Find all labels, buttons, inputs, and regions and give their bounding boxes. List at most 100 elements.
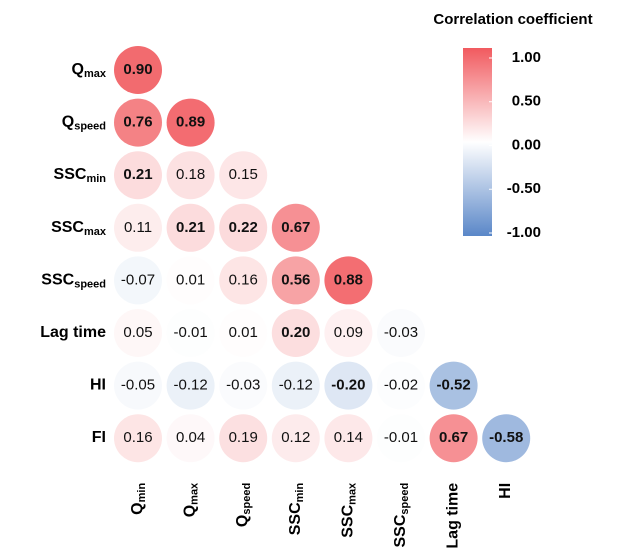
colorbar-tick-label: 0.00 xyxy=(512,136,541,153)
value-label: 0.01 xyxy=(176,271,205,288)
correlation-circle xyxy=(219,256,268,305)
correlation-circle xyxy=(166,414,215,463)
correlation-circle xyxy=(324,309,373,357)
correlation-circle xyxy=(271,309,320,357)
correlation-circle xyxy=(324,256,373,305)
correlation-circle xyxy=(114,361,162,410)
correlation-circle xyxy=(324,361,373,410)
correlation-circle xyxy=(271,361,320,410)
correlation-circle xyxy=(377,309,425,357)
colorbar-tick-label: -1.00 xyxy=(507,224,541,241)
value-label: 0.76 xyxy=(123,114,152,131)
colorbar-tick-label: -0.50 xyxy=(507,180,541,197)
value-label: 0.15 xyxy=(229,166,258,183)
correlation-circle xyxy=(166,361,215,410)
correlation-circle xyxy=(482,414,531,463)
correlation-circle xyxy=(377,361,425,410)
axis-label: SSCmax xyxy=(51,219,107,238)
value-label: 0.12 xyxy=(281,429,310,446)
value-label: 0.04 xyxy=(176,429,205,446)
label-sub: max xyxy=(189,482,201,505)
value-label: 0.56 xyxy=(281,271,310,288)
axis-label: Qmin xyxy=(129,483,148,515)
label-main: Q xyxy=(234,515,251,527)
axis-label: Qspeed xyxy=(62,114,106,133)
correlation-circle xyxy=(114,46,162,94)
value-label: 0.89 xyxy=(176,114,205,131)
label-main: Q xyxy=(72,61,84,78)
value-label: -0.20 xyxy=(331,377,365,394)
axis-label: Lag time xyxy=(445,483,462,549)
label-sub: max xyxy=(84,68,107,80)
axis-label: Lag time xyxy=(40,324,106,341)
label-sub: max xyxy=(346,482,358,505)
axis-label: HI xyxy=(90,377,106,394)
label-sub: speed xyxy=(74,121,106,133)
value-label: -0.07 xyxy=(121,271,155,288)
value-label: -0.05 xyxy=(121,377,155,394)
label-main: SSC xyxy=(340,504,357,537)
value-label: -0.03 xyxy=(384,324,418,341)
label-main: SSC xyxy=(41,272,74,289)
value-label: 0.21 xyxy=(123,166,152,183)
correlation-circle xyxy=(166,98,215,147)
correlation-circle xyxy=(219,203,268,252)
value-label: 0.88 xyxy=(334,271,363,288)
value-label: 0.90 xyxy=(123,61,152,78)
value-label: -0.52 xyxy=(436,377,470,394)
correlation-circle xyxy=(166,309,215,357)
correlation-circle xyxy=(429,361,478,410)
value-label: 0.67 xyxy=(281,219,310,236)
label-sub: min xyxy=(294,483,306,503)
label-sub: speed xyxy=(241,483,253,515)
colorbar-tick-label: 1.00 xyxy=(512,49,541,66)
correlation-circle xyxy=(429,414,478,463)
value-label: 0.22 xyxy=(229,219,258,236)
value-label: 0.14 xyxy=(334,429,363,446)
correlation-circle xyxy=(219,361,268,410)
value-label: 0.11 xyxy=(124,219,152,236)
axis-label: SSCmax xyxy=(340,482,359,538)
value-label: 0.21 xyxy=(176,219,205,236)
label-main: HI xyxy=(497,483,514,499)
label-sub: speed xyxy=(74,278,106,290)
correlation-circle xyxy=(166,151,215,200)
label-main: SSC xyxy=(392,514,409,547)
correlation-circle xyxy=(271,256,320,305)
value-label: 0.05 xyxy=(123,324,152,341)
label-main: Lag time xyxy=(445,483,462,549)
correlation-circle xyxy=(219,309,268,357)
label-main: SSC xyxy=(54,166,87,183)
correlation-circle xyxy=(377,414,425,463)
label-sub: speed xyxy=(399,483,411,515)
value-label: -0.03 xyxy=(226,377,260,394)
label-main: Q xyxy=(182,505,199,517)
label-main: Q xyxy=(62,114,74,131)
correlation-circle xyxy=(324,414,373,463)
correlation-circle xyxy=(114,203,162,252)
label-sub: max xyxy=(84,226,107,238)
axis-label: SSCmin xyxy=(54,166,107,185)
value-label: -0.01 xyxy=(173,324,207,341)
value-label: 0.16 xyxy=(123,429,152,446)
correlation-circle xyxy=(166,203,215,252)
axis-label: HI xyxy=(497,483,514,499)
value-label: -0.12 xyxy=(173,377,207,394)
correlation-circle xyxy=(166,256,215,305)
colorbar-tick-label: 0.50 xyxy=(512,93,541,110)
label-sub: min xyxy=(136,483,148,503)
value-label: 0.18 xyxy=(176,166,205,183)
axis-label: Qmax xyxy=(72,61,107,80)
correlation-circle xyxy=(114,98,162,147)
value-label: -0.58 xyxy=(489,429,523,446)
axis-label: SSCmin xyxy=(287,483,306,536)
value-label: 0.09 xyxy=(334,324,363,341)
correlation-circle xyxy=(114,151,162,200)
label-main: Q xyxy=(129,502,146,514)
color-bar xyxy=(463,48,492,236)
axis-label: SSCspeed xyxy=(392,483,411,548)
label-main: HI xyxy=(90,377,106,394)
correlation-circle xyxy=(219,414,268,463)
value-label: 0.67 xyxy=(439,429,468,446)
correlation-circle xyxy=(219,151,268,200)
